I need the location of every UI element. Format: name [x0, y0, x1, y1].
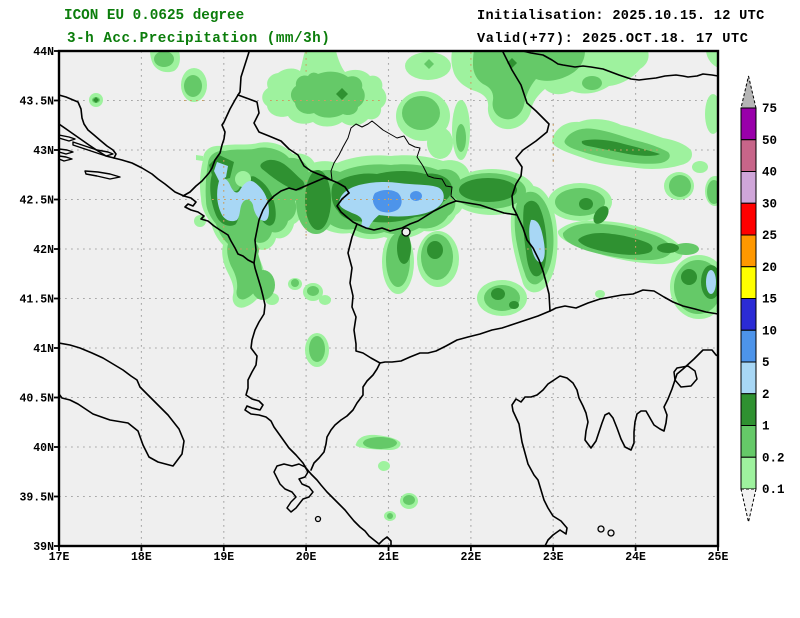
- svg-text:43N: 43N: [33, 145, 54, 158]
- svg-text:25E: 25E: [708, 551, 729, 564]
- svg-text:17E: 17E: [49, 551, 70, 564]
- svg-text:Valid(+77): 2025.OCT.18. 17 UT: Valid(+77): 2025.OCT.18. 17 UTC: [477, 32, 749, 47]
- svg-text:23E: 23E: [543, 551, 564, 564]
- svg-text:41N: 41N: [33, 343, 54, 356]
- svg-text:44N: 44N: [33, 46, 54, 59]
- svg-text:ICON EU 0.0625 degree: ICON EU 0.0625 degree: [64, 8, 244, 24]
- svg-text:75: 75: [762, 102, 777, 116]
- svg-text:42.5N: 42.5N: [19, 195, 54, 208]
- svg-text:40.5N: 40.5N: [19, 393, 54, 406]
- svg-text:Initialisation: 2025.10.15. 12: Initialisation: 2025.10.15. 12 UTC: [477, 9, 765, 24]
- svg-text:40N: 40N: [33, 442, 54, 455]
- svg-text:20: 20: [762, 261, 777, 275]
- svg-text:43.5N: 43.5N: [19, 96, 54, 109]
- svg-text:20E: 20E: [296, 551, 317, 564]
- svg-text:24E: 24E: [625, 551, 646, 564]
- svg-text:41.5N: 41.5N: [19, 294, 54, 307]
- svg-text:19E: 19E: [213, 551, 234, 564]
- svg-text:15: 15: [762, 293, 777, 307]
- svg-text:42N: 42N: [33, 244, 54, 257]
- svg-text:0.1: 0.1: [762, 483, 785, 497]
- svg-text:0.2: 0.2: [762, 451, 785, 465]
- svg-text:40: 40: [762, 166, 777, 180]
- svg-text:1: 1: [762, 420, 770, 434]
- svg-text:25: 25: [762, 229, 777, 243]
- svg-text:3-h Acc.Precipitation (mm/3h): 3-h Acc.Precipitation (mm/3h): [67, 31, 330, 47]
- svg-text:39N: 39N: [33, 541, 54, 554]
- svg-text:10: 10: [762, 324, 777, 338]
- svg-text:30: 30: [762, 197, 777, 211]
- svg-text:2: 2: [762, 388, 770, 402]
- svg-text:50: 50: [762, 134, 777, 148]
- svg-text:39.5N: 39.5N: [19, 492, 54, 505]
- svg-text:21E: 21E: [378, 551, 399, 564]
- svg-text:5: 5: [762, 356, 770, 370]
- svg-text:22E: 22E: [461, 551, 482, 564]
- svg-text:18E: 18E: [131, 551, 152, 564]
